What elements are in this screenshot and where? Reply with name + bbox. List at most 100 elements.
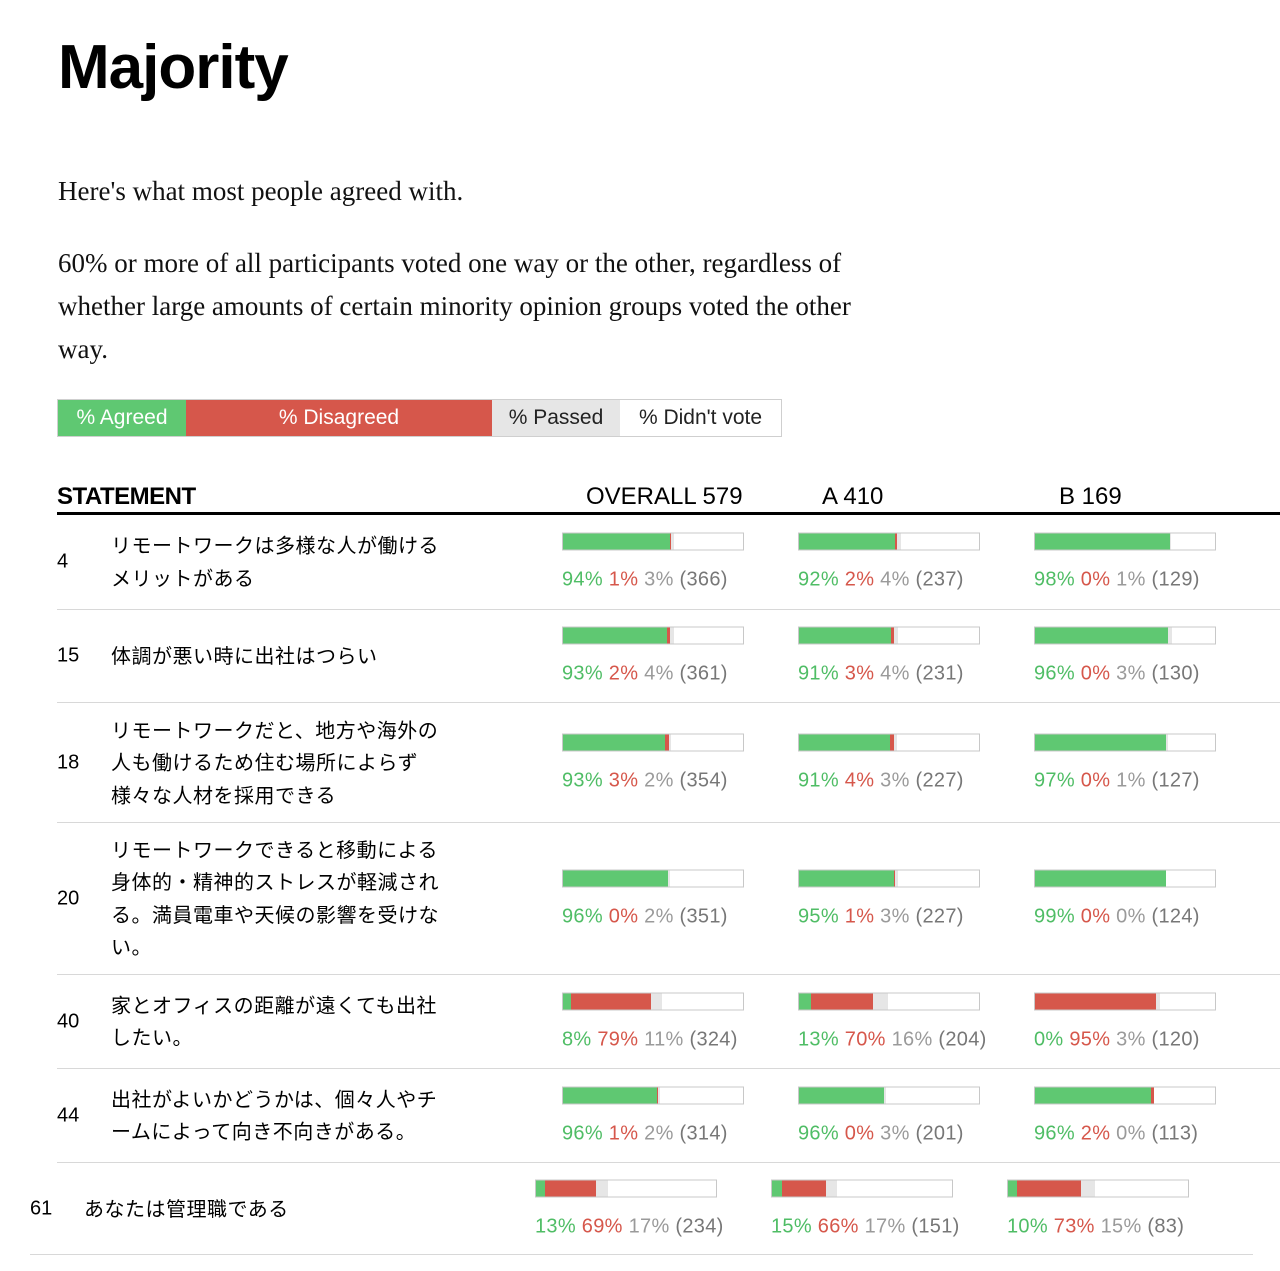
disagree-percent: 2% <box>844 568 875 591</box>
vote-stats: 96% 0% 3% (201) <box>798 1122 980 1145</box>
column-header-statement: STATEMENT <box>57 483 196 510</box>
header-rule <box>57 512 1280 515</box>
table-row[interactable]: 61あなたは管理職であるあなたは管理職である13% 69% 17% (234)1… <box>30 1163 1253 1255</box>
vote-bar <box>798 626 980 645</box>
pass-percent: 1% <box>1116 769 1146 791</box>
group-b-cell: 96% 2% 0% (113) <box>1034 1086 1216 1145</box>
disagree-percent: 69% <box>581 1215 623 1237</box>
vote-count: (127) <box>1151 769 1200 791</box>
agree-percent: 96% <box>1034 662 1075 685</box>
legend-passed: % Passed <box>492 400 620 436</box>
pass-segment <box>668 734 671 750</box>
disagree-segment <box>1016 1180 1082 1196</box>
pass-segment <box>1156 993 1161 1009</box>
vote-stats: 13% 70% 16% (204) <box>798 1028 987 1051</box>
pass-percent: 4% <box>880 568 910 591</box>
statement-text-lines: リモートワークできると移動による 身体的・精神的ストレスが軽減され る。満員電車や天… <box>111 837 439 960</box>
page-title: Majority <box>58 33 289 102</box>
table-row[interactable]: 44出社がよいかどうかは、個々人やチームによって向き不向きがある。出社がよいかど… <box>57 1069 1280 1163</box>
disagree-percent: 3% <box>608 769 639 791</box>
pass-segment <box>669 627 675 644</box>
disagree-percent: 66% <box>817 1215 859 1237</box>
vote-count: (83) <box>1147 1215 1185 1237</box>
vote-bar <box>562 626 744 645</box>
vote-stats: 92% 2% 4% (237) <box>798 569 980 592</box>
group-b-cell: 98% 0% 1% (129) <box>1034 532 1216 592</box>
agree-segment <box>563 870 668 886</box>
pass-segment <box>657 1087 660 1103</box>
table-row[interactable]: 15体調が悪い時に出社はつらい体調が悪い時に出社はつらい93% 2% 4% (3… <box>57 610 1280 703</box>
agree-segment <box>799 870 894 886</box>
overall-cell: 8% 79% 11% (324) <box>562 992 744 1051</box>
agree-percent: 94% <box>562 568 603 591</box>
vote-count: (120) <box>1151 1028 1200 1050</box>
table-row[interactable]: 18 リモートワークだと、地方や海外の 人も働けるため住む場所によらず 様々な人材を採… <box>57 703 1280 823</box>
vote-bar <box>1034 1086 1216 1104</box>
vote-count: (129) <box>1151 568 1200 591</box>
agree-percent: 13% <box>535 1215 576 1237</box>
pass-segment <box>893 734 897 750</box>
vote-count: (237) <box>915 568 964 591</box>
vote-bar <box>562 992 744 1010</box>
agree-percent: 97% <box>1034 769 1075 791</box>
table-row[interactable]: 4リモートワークは多様な人が働けるメリットがあるリモートワークは多様な人が働ける… <box>57 515 1280 610</box>
table-row[interactable]: 20 リモートワークできると移動による 身体的・精神的ストレスが軽減され る。満員電車… <box>57 823 1280 975</box>
disagree-segment <box>1150 1087 1154 1103</box>
group-b-cell: 0% 95% 3% (120) <box>1034 992 1216 1051</box>
agree-segment <box>563 533 670 550</box>
group-b-cell: 96% 0% 3% (130) <box>1034 626 1216 686</box>
pass-percent: 16% <box>891 1028 933 1050</box>
vote-stats: 98% 0% 1% (129) <box>1034 569 1216 592</box>
table-row[interactable]: 40家とオフィスの距離が遠くても出社したい。家とオフィスの距離が遠くても出社した… <box>57 975 1280 1069</box>
column-header-group-b[interactable]: B 169 <box>1059 483 1122 510</box>
statement-text-lines: 出社がよいかどうかは、個々人やチ ームによって向き不向きがある。 <box>111 1087 438 1144</box>
vote-bar <box>1007 1179 1189 1197</box>
agree-percent: 92% <box>798 568 839 591</box>
disagree-segment <box>665 734 669 750</box>
agree-segment <box>799 993 811 1009</box>
vote-legend: % Agreed % Disagreed % Passed % Didn't v… <box>57 399 782 437</box>
vote-count: (204) <box>938 1028 987 1050</box>
vote-bar <box>562 532 744 551</box>
disagree-percent: 1% <box>844 905 875 927</box>
disagree-segment <box>781 1180 826 1196</box>
disagree-segment <box>891 627 895 644</box>
pass-percent: 17% <box>628 1215 670 1237</box>
column-header-group-a[interactable]: A 410 <box>822 483 884 510</box>
pass-segment <box>1081 1180 1095 1196</box>
disagree-percent: 1% <box>608 1122 639 1144</box>
pass-percent: 3% <box>1116 662 1146 685</box>
agree-segment <box>1008 1180 1017 1196</box>
statement-id: 4 <box>57 550 69 573</box>
group-a-cell: 91% 3% 4% (231) <box>798 626 980 686</box>
statement-id: 20 <box>57 887 80 909</box>
legend-disagreed: % Disagreed <box>186 400 492 436</box>
pass-percent: 0% <box>1116 1122 1146 1144</box>
column-header-overall[interactable]: OVERALL 579 <box>586 483 743 510</box>
pass-segment <box>896 533 901 550</box>
agree-percent: 10% <box>1007 1215 1048 1237</box>
vote-stats: 96% 2% 0% (113) <box>1034 1122 1216 1145</box>
vote-count: (366) <box>679 568 728 591</box>
legend-agreed: % Agreed <box>58 400 186 436</box>
vote-count: (314) <box>679 1122 728 1144</box>
vote-count: (234) <box>675 1215 724 1237</box>
vote-count: (227) <box>915 769 964 791</box>
disagree-percent: 3% <box>844 662 875 685</box>
disagree-percent: 0% <box>1080 662 1111 685</box>
group-b-cell: 10% 73% 15% (83) <box>1007 1179 1189 1238</box>
pass-percent: 1% <box>1116 568 1146 591</box>
pass-segment <box>667 870 670 886</box>
pass-percent: 0% <box>1116 905 1146 927</box>
agree-percent: 93% <box>562 769 603 791</box>
agree-segment <box>1035 870 1166 886</box>
vote-stats: 91% 3% 4% (231) <box>798 663 980 686</box>
agree-segment <box>799 1087 884 1103</box>
agree-percent: 96% <box>562 905 603 927</box>
pass-segment <box>883 1087 887 1103</box>
overall-cell: 96% 0% 2% (351) <box>562 869 744 928</box>
pass-percent: 2% <box>644 1122 674 1144</box>
disagree-percent: 95% <box>1069 1028 1111 1050</box>
intro-text: Here's what most people agreed with. <box>58 176 464 206</box>
group-a-cell: 92% 2% 4% (237) <box>798 532 980 592</box>
